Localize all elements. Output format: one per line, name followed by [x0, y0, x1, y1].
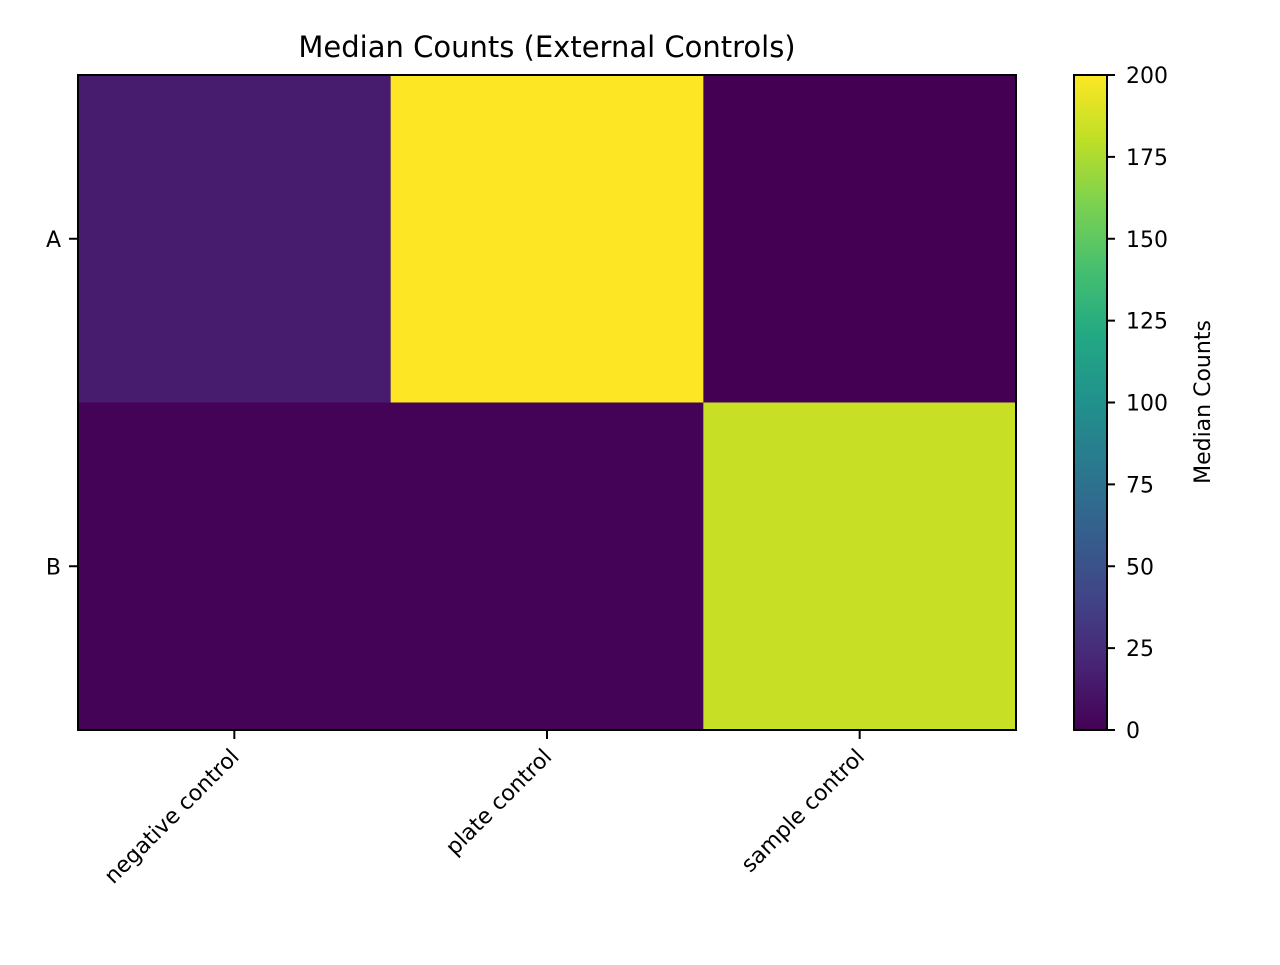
colorbar-tick-label: 200 [1126, 64, 1168, 89]
heatmap-cells [78, 75, 1017, 731]
colorbar-tick-label: 50 [1126, 555, 1154, 580]
y-tick-label: A [46, 228, 61, 253]
colorbar-tick-label: 125 [1126, 310, 1168, 335]
x-axis-ticks: negative control plate control sample cont… [100, 730, 870, 889]
x-tick-label: sample control [737, 745, 870, 878]
y-tick-label: B [46, 555, 61, 580]
colorbar-tick-label: 0 [1126, 719, 1140, 744]
heatmap-cell [78, 402, 392, 731]
chart-title: Median Counts (External Controls) [298, 30, 795, 64]
heatmap-cell [703, 402, 1017, 731]
x-tick-label: plate control [441, 745, 557, 861]
heatmap-cell [390, 402, 704, 731]
colorbar-tick-label: 175 [1126, 146, 1168, 171]
colorbar-tick-label: 75 [1126, 473, 1154, 498]
colorbar-label: Median Counts [1191, 320, 1216, 484]
colorbar-tick-label: 25 [1126, 637, 1154, 662]
colorbar-tick-label: 100 [1126, 392, 1168, 417]
heatmap-cell [78, 75, 392, 403]
colorbar [1073, 74, 1108, 731]
heatmap-cell [703, 75, 1017, 403]
heatmap-cell [390, 75, 704, 403]
y-axis-ticks: AB [46, 228, 78, 580]
colorbar-ticks: 0 25 50 75 100 125 150 175 200 [1107, 64, 1168, 744]
colorbar-tick-label: 150 [1126, 228, 1168, 253]
x-tick-label: negative control [100, 745, 245, 890]
